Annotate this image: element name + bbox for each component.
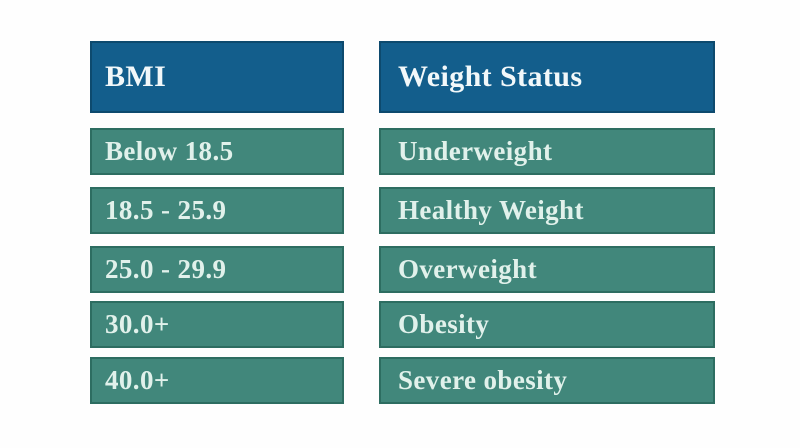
cell-status-healthy-weight: Healthy Weight [379, 187, 715, 234]
cell-bmi-range-underweight: Below 18.5 [90, 128, 344, 175]
cell-bmi-range-severe-obesity: 40.0+ [90, 357, 344, 404]
header-cell-bmi: BMI [90, 41, 344, 113]
cell-status-underweight: Underweight [379, 128, 715, 175]
cell-bmi-range-overweight: 25.0 - 29.9 [90, 246, 344, 293]
cell-bmi-range-obesity: 30.0+ [90, 301, 344, 348]
header-cell-weight-status: Weight Status [379, 41, 715, 113]
cell-status-overweight: Overweight [379, 246, 715, 293]
cell-status-obesity: Obesity [379, 301, 715, 348]
cell-status-severe-obesity: Severe obesity [379, 357, 715, 404]
cell-bmi-range-healthy: 18.5 - 25.9 [90, 187, 344, 234]
